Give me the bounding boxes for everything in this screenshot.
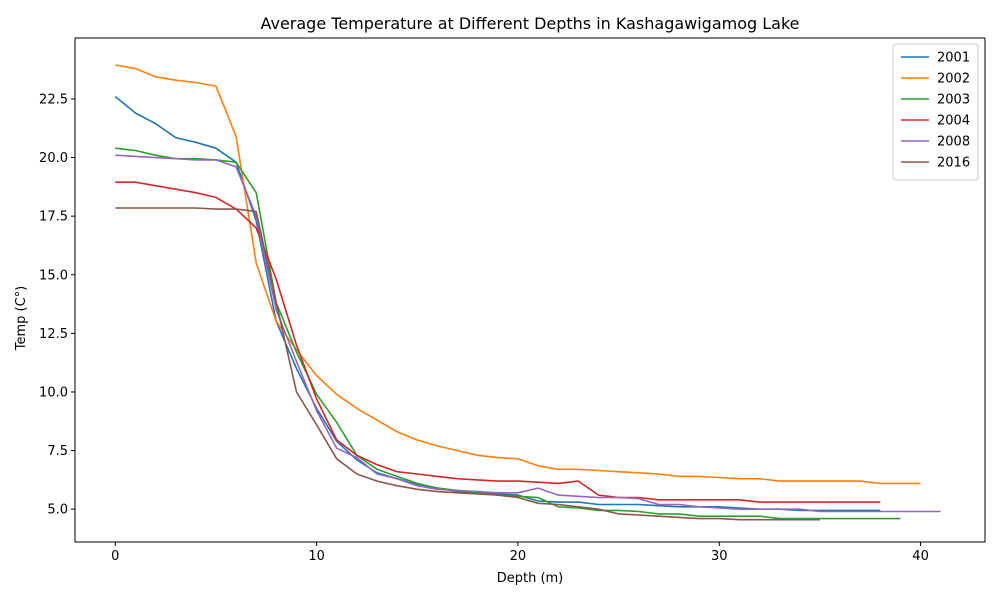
legend-label-2002: 2002 — [937, 72, 970, 87]
y-tick-label: 5.0 — [47, 503, 68, 518]
x-tick-label: 10 — [308, 549, 325, 564]
legend: 2001 2002 2003 2004 2008 2016 — [892, 43, 979, 181]
legend-label-2016: 2016 — [937, 156, 970, 171]
series-line-2008 — [115, 154, 941, 513]
legend-label-2004: 2004 — [937, 114, 970, 129]
series-line-2004 — [115, 181, 881, 503]
x-tick-label: 0 — [111, 549, 119, 564]
x-tick-label: 30 — [711, 549, 728, 564]
series-lines — [114, 64, 941, 521]
y-tick-label: 15.0 — [39, 268, 68, 283]
x-tick-label: 20 — [510, 549, 527, 564]
legend-label-2001: 2001 — [937, 51, 970, 66]
y-tick-label: 12.5 — [39, 327, 68, 342]
y-tick-label: 7.5 — [47, 444, 68, 459]
chart-title: Average Temperature at Different Depths … — [260, 14, 799, 33]
y-axis-ticks: 5.0 7.5 10.0 12.5 15.0 17.5 20.0 22.5 — [39, 92, 75, 518]
y-tick-label: 17.5 — [39, 210, 68, 225]
legend-label-2003: 2003 — [937, 93, 970, 108]
legend-label-2008: 2008 — [937, 135, 970, 150]
y-axis-label: Temp (C°) — [14, 286, 29, 352]
x-tick-label: 40 — [912, 549, 929, 564]
y-tick-label: 20.0 — [39, 151, 68, 166]
x-axis-ticks: 0 10 20 30 40 — [111, 542, 929, 564]
y-tick-label: 10.0 — [39, 385, 68, 400]
y-tick-label: 22.5 — [39, 92, 68, 107]
plot-frame — [74, 37, 986, 543]
plot-area — [114, 64, 941, 521]
x-axis-label: Depth (m) — [497, 571, 564, 586]
series-line-2016 — [115, 207, 820, 521]
